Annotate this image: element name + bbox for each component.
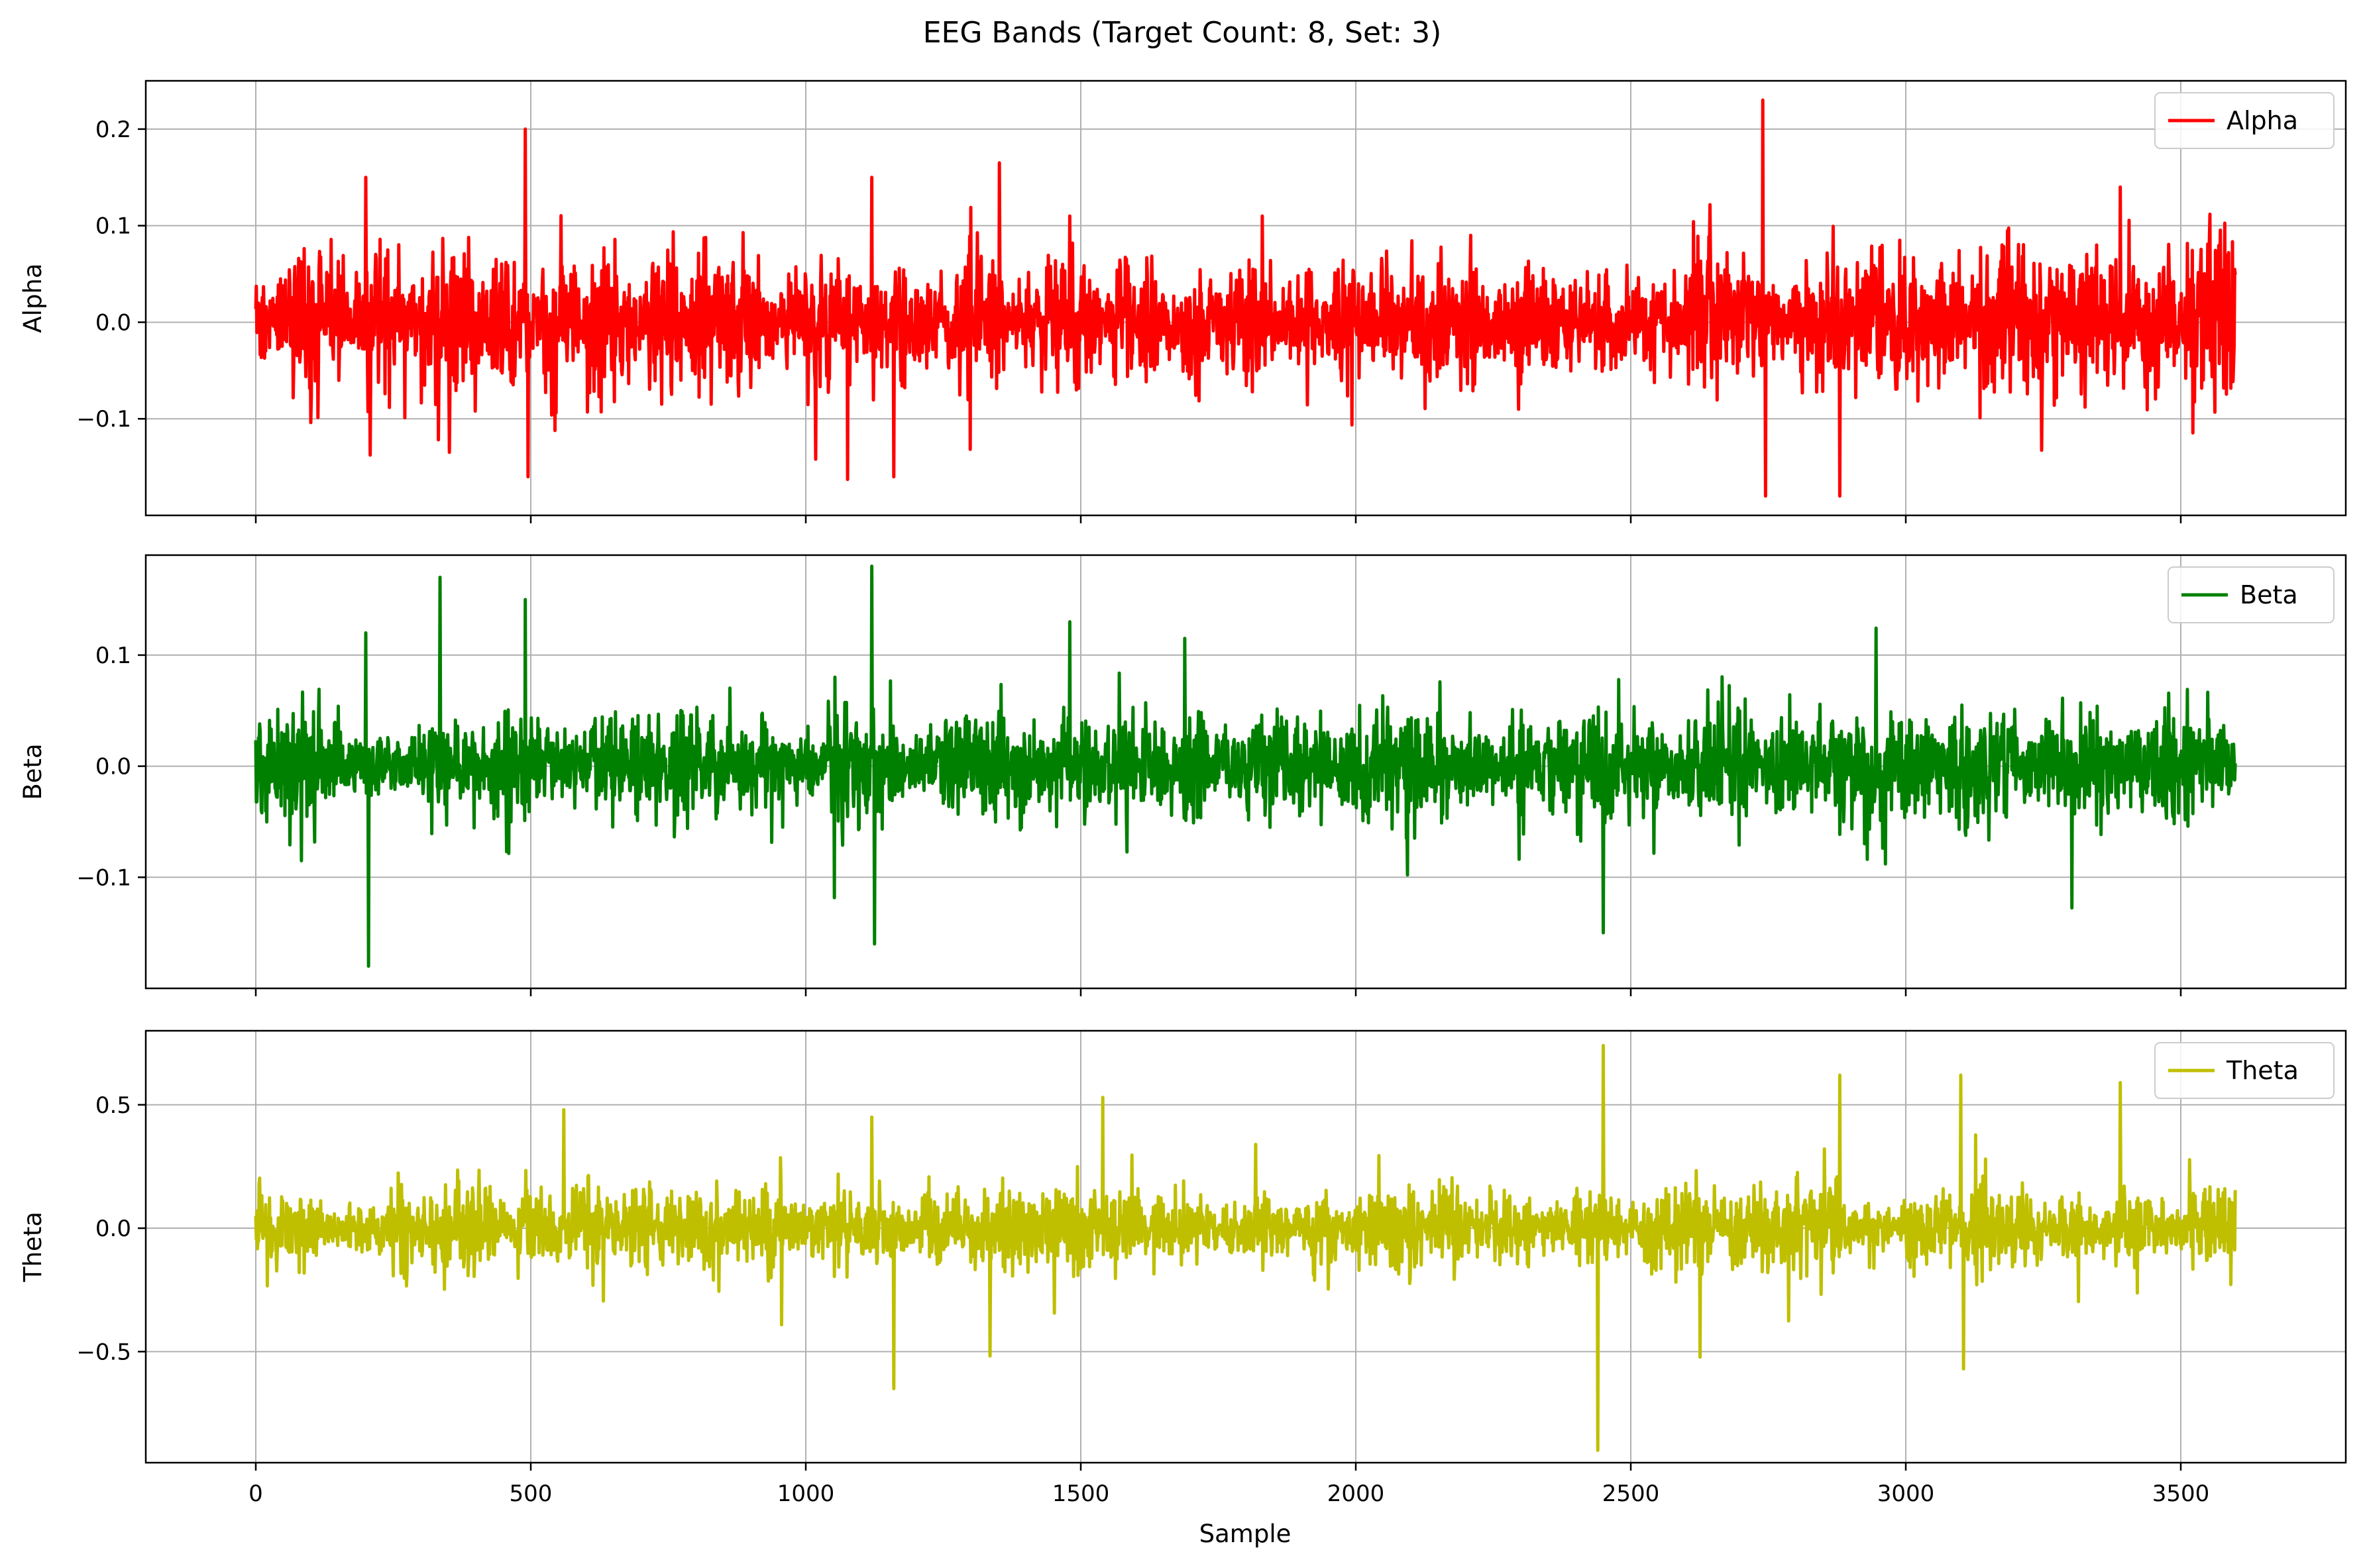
y-axis-label: Beta (19, 743, 47, 800)
panel-beta: −0.1 0.0 0.1 Beta Beta (19, 554, 2347, 996)
x-tick-label: 500 (510, 1481, 553, 1507)
axes-frame (144, 1029, 2347, 1464)
y-axis-label: Alpha (19, 263, 47, 333)
legend-box (2154, 92, 2335, 149)
series-line-theta (254, 1043, 2237, 1452)
x-tick-label: 0 (248, 1481, 263, 1507)
y-tick-label: 0.0 (95, 1216, 131, 1242)
panel-alpha: −0.1 0.0 0.1 0.2 Alpha Alpha (19, 79, 2347, 523)
panels-layer: −0.1 0.0 0.1 0.2 Alpha Alpha −0.1 0.0 0.1 Beta Bet… (19, 79, 2347, 1507)
y-tick-label: −0.5 (76, 1339, 131, 1365)
y-tick-label: 0.5 (95, 1092, 131, 1119)
y-tick-label: −0.1 (76, 864, 131, 891)
series-line-alpha (254, 98, 2237, 498)
x-tick-label: 1000 (777, 1481, 835, 1507)
y-tick-label: −0.1 (76, 406, 131, 433)
series-line-beta (254, 564, 2237, 968)
legend-label: Alpha (2227, 106, 2298, 135)
x-tick-label: 3000 (1877, 1481, 1935, 1507)
y-tick-label: 0.0 (95, 754, 131, 780)
legend-box (2168, 566, 2335, 623)
y-tick-label: 0.0 (95, 309, 131, 336)
x-tick-label: 1500 (1052, 1481, 1110, 1507)
y-tick-label: 0.1 (95, 643, 131, 669)
axes-frame (144, 554, 2347, 990)
legend-label: Theta (2226, 1056, 2299, 1085)
y-tick-label: 0.2 (95, 117, 131, 143)
x-tick-label: 2500 (1602, 1481, 1660, 1507)
panel-theta: 0 500 1000 1500 2000 2500 3000 3500 −0.5 0.0 0.5 Th… (19, 1029, 2347, 1507)
x-tick-label: 2000 (1327, 1481, 1385, 1507)
legend-box (2154, 1042, 2335, 1099)
legend-label: Beta (2240, 580, 2298, 609)
figure-title: EEG Bands (Target Count: 8, Set: 3) (923, 16, 1442, 50)
axes-frame (144, 79, 2347, 517)
x-tick-label: 3500 (2152, 1481, 2210, 1507)
y-axis-label: Theta (19, 1212, 47, 1282)
y-tick-label: 0.1 (95, 213, 131, 240)
x-axis-label: Sample (1199, 1520, 1292, 1548)
